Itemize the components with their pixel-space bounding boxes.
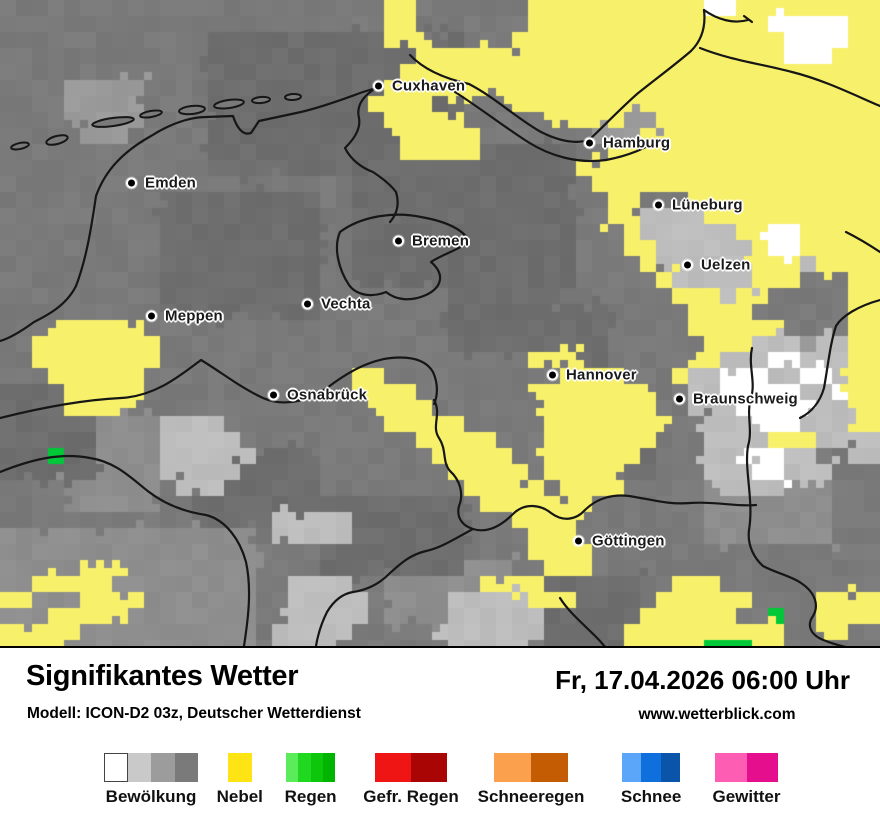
city-label: Braunschweig — [693, 390, 798, 408]
city-label: Osnabrück — [287, 386, 368, 404]
legend-label: Regen — [284, 787, 337, 806]
city-dot — [373, 80, 384, 92]
city-dot — [584, 137, 595, 149]
legend-label: Gewitter — [712, 787, 781, 806]
legend-swatch — [622, 753, 642, 782]
legend-swatches — [104, 753, 198, 782]
legend-label: Schneeregen — [477, 787, 585, 806]
city-label: Hannover — [566, 366, 637, 384]
city-dot — [302, 298, 313, 310]
city-marker-bremen: Bremen — [393, 232, 470, 250]
legend-swatch — [660, 753, 681, 782]
legend-label: Gefr. Regen — [363, 787, 459, 806]
legend-swatch — [641, 753, 661, 782]
city-label: Bremen — [412, 232, 470, 250]
city-marker-hannover: Hannover — [547, 366, 637, 384]
city-dot — [573, 535, 584, 547]
legend-swatch — [375, 753, 411, 782]
city-dot — [682, 259, 693, 271]
legend-item-bewlkung: Bewölkung — [104, 753, 198, 813]
legend-label: Bewölkung — [105, 787, 197, 806]
city-label: Emden — [145, 174, 197, 192]
legend-item-gefrregen: Gefr. Regen — [363, 753, 459, 813]
legend-swatch — [411, 753, 447, 782]
city-dot — [126, 177, 137, 189]
city-label: Lüneburg — [672, 196, 743, 214]
city-marker-meppen: Meppen — [146, 307, 223, 325]
city-dot — [547, 369, 558, 381]
legend-label: Schnee — [620, 787, 682, 806]
city-marker-cuxhaven: Cuxhaven — [373, 77, 466, 95]
legend-swatch — [322, 753, 336, 782]
city-marker-uelzen: Uelzen — [682, 256, 751, 274]
legend-swatch — [104, 753, 128, 782]
legend-swatch — [746, 753, 778, 782]
city-dot — [268, 389, 279, 401]
legend-item-regen: Regen — [284, 753, 337, 813]
legend-swatches — [228, 753, 252, 782]
legend-swatch — [174, 753, 198, 782]
legend-swatch — [531, 753, 568, 782]
legend-swatch — [298, 753, 311, 782]
forecast-datetime: Fr, 17.04.2026 06:00 Uhr — [555, 665, 850, 695]
legend-item-schneeregen: Schneeregen — [478, 753, 584, 813]
city-dot — [674, 393, 685, 405]
legend-swatches — [622, 753, 681, 782]
city-label: Hamburg — [603, 134, 671, 152]
city-marker-gttingen: Göttingen — [573, 532, 665, 550]
legend-swatch — [286, 753, 299, 782]
legend-label: Nebel — [216, 787, 263, 806]
legend-swatches — [375, 753, 447, 782]
legend-swatch — [228, 753, 252, 782]
city-marker-emden: Emden — [126, 174, 197, 192]
city-label: Vechta — [321, 295, 371, 313]
city-label: Uelzen — [701, 256, 751, 274]
legend-swatch — [151, 753, 175, 782]
map-footer: Signifikantes Wetter Modell: ICON-D2 03z… — [0, 648, 880, 830]
website-url: www.wetterblick.com — [638, 706, 796, 723]
city-marker-hamburg: Hamburg — [584, 134, 671, 152]
legend-swatch — [310, 753, 323, 782]
city-marker-vechta: Vechta — [302, 295, 371, 313]
city-marker-osnabrck: Osnabrück — [268, 386, 368, 404]
city-label: Cuxhaven — [392, 77, 466, 95]
city-label: Göttingen — [592, 532, 665, 550]
city-label: Meppen — [165, 307, 223, 325]
legend-swatches — [715, 753, 778, 782]
legend-swatches — [286, 753, 336, 782]
model-subtitle: Modell: ICON-D2 03z, Deutscher Wetterdie… — [27, 705, 361, 722]
city-dot — [393, 235, 404, 247]
city-dot — [146, 310, 157, 322]
legend-swatch — [127, 753, 151, 782]
legend-item-schnee: Schnee — [620, 753, 682, 813]
legend-swatches — [494, 753, 568, 782]
legend-swatch — [715, 753, 747, 782]
legend-item-gewitter: Gewitter — [712, 753, 781, 813]
city-dot — [653, 199, 664, 211]
city-marker-lneburg: Lüneburg — [653, 196, 743, 214]
legend-item-nebel: Nebel — [217, 753, 263, 813]
city-marker-braunschweig: Braunschweig — [674, 390, 798, 408]
page-title: Signifikantes Wetter — [26, 660, 299, 692]
legend-swatch — [494, 753, 531, 782]
weather-map: Cuxhaven Hamburg Emden Lüneburg Bremen Uelzen… — [0, 0, 880, 648]
weather-map-canvas — [0, 0, 880, 646]
